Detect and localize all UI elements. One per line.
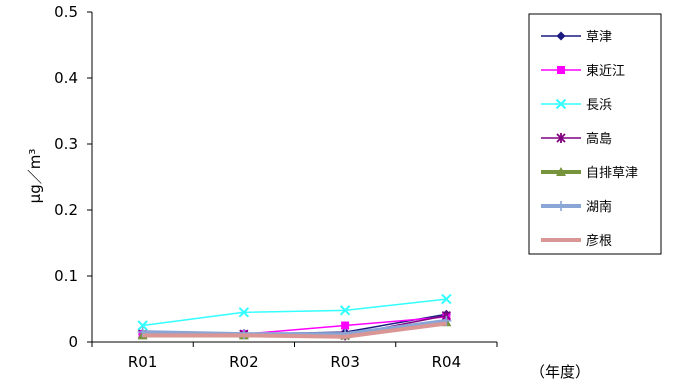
x-tick-label: R02: [229, 353, 259, 371]
data-point: [556, 133, 566, 143]
chart-axes: [91, 12, 497, 343]
y-tick-label: 0: [68, 333, 78, 351]
data-point: [339, 305, 351, 316]
data-point: [441, 293, 452, 305]
x-axis-unit: （年度）: [530, 363, 590, 381]
legend-label: 湖南: [586, 199, 612, 215]
x-tick-label: R01: [128, 353, 158, 371]
y-tick-label: 0.3: [54, 135, 78, 153]
legend-item: 長浜: [541, 98, 612, 113]
series-3: [137, 293, 452, 331]
legend-box: [528, 13, 662, 255]
data-point: [556, 31, 566, 41]
series-7: [142, 321, 447, 339]
y-tick-label: 0.5: [54, 3, 78, 21]
y-axis-ticks: 0 0.1 0.2 0.3 0.4 0.5: [54, 3, 92, 351]
legend-item: 東近江: [541, 63, 625, 79]
y-tick-label: 0.4: [54, 69, 78, 87]
data-point: [341, 321, 350, 330]
data-point: [555, 98, 567, 110]
legend-item: 草津: [541, 30, 612, 45]
legend-item: 高島: [541, 131, 612, 147]
legend-item: 彦根: [541, 233, 612, 249]
x-tick-label: R03: [330, 353, 360, 371]
legend-label: 長浜: [586, 98, 612, 113]
data-point: [557, 66, 565, 74]
data-point: [238, 307, 250, 318]
series-lines: [137, 293, 452, 341]
data-point: [556, 201, 566, 211]
series-line: [142, 298, 447, 327]
data-point: [556, 167, 566, 176]
y-tick-label: 0.2: [54, 201, 78, 219]
legend-item: 湖南: [541, 199, 612, 215]
legend-label: 自排草津: [586, 166, 638, 181]
data-point: [137, 320, 148, 331]
legend-item: 自排草津: [541, 166, 638, 181]
y-axis-label: μg／m³: [26, 149, 44, 204]
legend-label: 草津: [586, 30, 612, 45]
legend-label: 高島: [586, 131, 612, 147]
y-tick-label: 0.1: [54, 267, 78, 285]
legend-label: 彦根: [586, 233, 612, 249]
x-axis-ticks: R01 R02 R03 R04: [91, 342, 498, 371]
x-tick-label: R04: [432, 353, 462, 371]
legend-label: 東近江: [586, 63, 625, 79]
series-line: [142, 321, 447, 339]
